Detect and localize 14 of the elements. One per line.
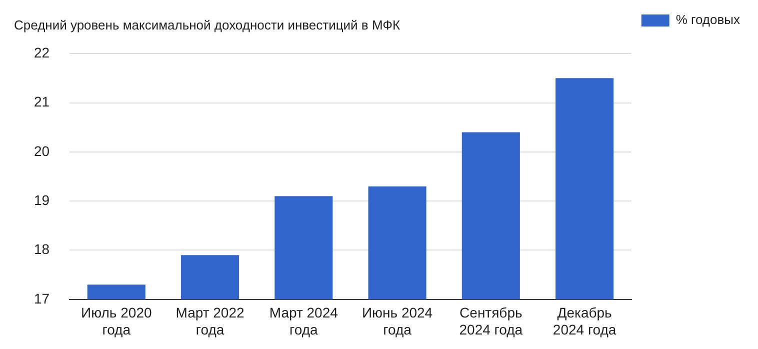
- chart-title: Средний уровень максимальной доходности инвестиций в МФК: [14, 17, 401, 32]
- y-tick-label: 20: [34, 142, 50, 159]
- x-tick-label: Сентябрь 2024 года: [459, 304, 523, 338]
- y-tick-label: 17: [34, 290, 50, 306]
- y-tick-label: 19: [34, 192, 50, 208]
- x-tick-label: Июль 2020 года: [81, 304, 152, 338]
- x-tick-label: Декабрь 2024 года: [552, 304, 616, 338]
- y-tick-label: 21: [34, 94, 50, 110]
- legend-label: % годовых: [676, 12, 740, 28]
- y-tick-label: 22: [34, 44, 50, 60]
- x-tick-label: Март 2022 года: [176, 304, 244, 338]
- x-tick-label: Март 2024 года: [269, 304, 338, 338]
- x-tick-label: Июнь 2024 года: [362, 304, 433, 338]
- y-tick-label: 18: [34, 241, 50, 258]
